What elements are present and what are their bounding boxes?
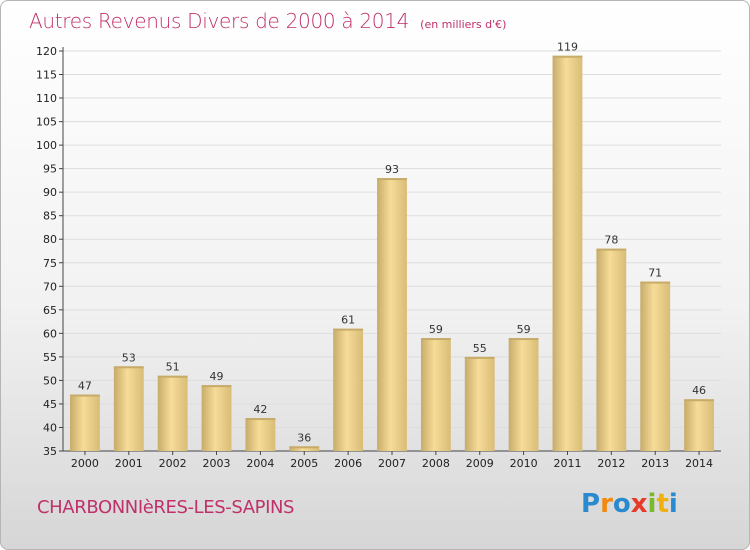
proxiti-logo: Proxiti — [581, 489, 678, 519]
bar-cap — [640, 281, 671, 284]
bars — [70, 55, 714, 452]
x-tick-label: 2001 — [115, 457, 143, 470]
bar — [245, 418, 276, 451]
chart-subtitle: (en milliers d'€) — [420, 18, 507, 31]
y-tick-label: 100 — [36, 139, 57, 152]
bar-cap — [464, 356, 495, 359]
y-tick-label: 60 — [43, 327, 57, 340]
bar-cap — [113, 366, 144, 369]
bar-cap — [70, 394, 100, 397]
value-label: 78 — [604, 234, 618, 247]
bar — [333, 328, 364, 451]
y-tick-label: 115 — [36, 69, 57, 82]
x-tick-label: 2002 — [159, 457, 187, 470]
value-label: 51 — [166, 361, 180, 374]
place-name: CHARBONNIèRES-LES-SAPINS — [37, 497, 295, 518]
bar — [289, 446, 320, 451]
y-tick-label: 40 — [43, 421, 57, 434]
bar-cap — [596, 248, 627, 251]
bar-cap — [420, 338, 451, 341]
y-tick-label: 50 — [43, 374, 57, 387]
bar-cap — [201, 385, 232, 388]
value-label: 46 — [692, 384, 706, 397]
bar-cap — [289, 446, 320, 449]
y-tick-label: 110 — [36, 92, 57, 105]
value-label: 42 — [253, 403, 267, 416]
value-label: 71 — [648, 267, 662, 280]
chart-title-block: Autres Revenus Divers de 2000 à 2014 (en… — [29, 9, 506, 33]
x-tick-label: 2012 — [597, 457, 625, 470]
logo-letter: r — [600, 489, 613, 519]
bar — [70, 394, 100, 451]
bar-cap — [333, 328, 364, 331]
value-label: 47 — [78, 380, 92, 393]
logo-letter: i — [668, 489, 678, 519]
bar — [596, 248, 627, 451]
bar-cap — [552, 55, 583, 58]
bar-cap — [245, 418, 276, 421]
x-tick-label: 2004 — [246, 457, 274, 470]
value-label: 53 — [122, 351, 136, 364]
x-tick-label: 2003 — [203, 457, 231, 470]
y-tick-label: 35 — [43, 445, 57, 458]
x-tick-label: 2010 — [510, 457, 538, 470]
y-tick-label: 105 — [36, 116, 57, 129]
value-label: 55 — [473, 342, 487, 355]
bar-cap — [508, 338, 539, 341]
value-label: 59 — [517, 323, 531, 336]
x-tick-label: 2008 — [422, 457, 450, 470]
chart-title: Autres Revenus Divers de 2000 à 2014 — [29, 9, 410, 33]
bar — [377, 178, 407, 451]
value-label: 49 — [210, 370, 224, 383]
y-tick-label: 85 — [43, 210, 57, 223]
logo-letter: o — [612, 489, 631, 519]
x-tick-label: 2014 — [685, 457, 713, 470]
y-tick-label: 70 — [43, 280, 57, 293]
bar — [420, 338, 451, 451]
x-tick-label: 2013 — [641, 457, 669, 470]
logo-letter: P — [581, 489, 601, 519]
x-tick-label: 2005 — [290, 457, 318, 470]
y-tick-label: 65 — [43, 304, 57, 317]
bar — [464, 356, 495, 451]
logo-letter: x — [630, 489, 648, 519]
bar — [684, 399, 714, 451]
x-tick-label: 2007 — [378, 457, 406, 470]
value-labels: 47 53 51 49 42 36 61 93 59 55 59 119 78 71 46 — [78, 41, 706, 445]
bar — [508, 338, 539, 451]
logo-letter: i — [647, 489, 657, 519]
bar-cap — [684, 399, 714, 402]
x-tick-label: 2009 — [466, 457, 494, 470]
value-label: 36 — [297, 431, 311, 444]
logo-letter: t — [656, 489, 669, 519]
y-tick-label: 55 — [43, 351, 57, 364]
value-label: 59 — [429, 323, 443, 336]
y-tick-label: 75 — [43, 257, 57, 270]
y-tick-label: 95 — [43, 163, 57, 176]
bar — [113, 366, 144, 451]
bar-cap — [377, 178, 407, 181]
x-tick-label: 2000 — [71, 457, 99, 470]
value-label: 119 — [557, 41, 578, 54]
y-tick-label: 45 — [43, 398, 57, 411]
value-label: 61 — [341, 314, 355, 327]
x-tick-label: 2006 — [334, 457, 362, 470]
y-tick-label: 120 — [36, 45, 57, 58]
bar — [201, 385, 232, 451]
x-tick-label: 2011 — [553, 457, 581, 470]
value-label: 93 — [385, 163, 399, 176]
bar — [552, 55, 583, 452]
y-tick-label: 90 — [43, 186, 57, 199]
bar — [640, 281, 671, 451]
y-tick-label: 80 — [43, 233, 57, 246]
bar — [157, 375, 188, 451]
bar-cap — [157, 375, 188, 378]
